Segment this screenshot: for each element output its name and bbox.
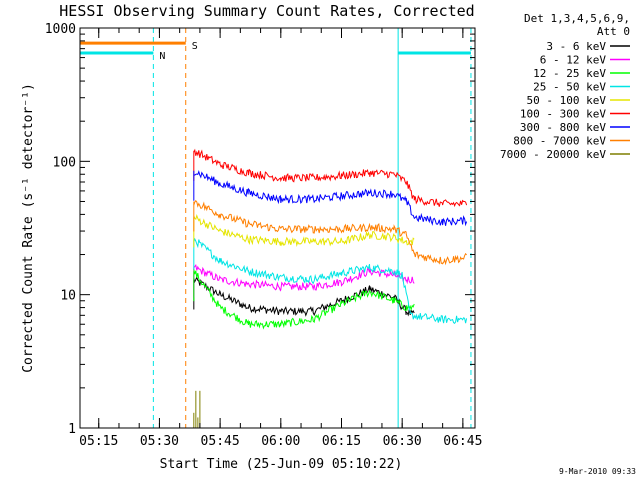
legend-label: 12 - 25 keV — [533, 67, 606, 80]
y-tick-label: 1 — [68, 422, 76, 437]
series-line — [193, 199, 467, 266]
plot-frame — [79, 27, 476, 429]
chart-title: HESSI Observing Summary Count Rates, Cor… — [59, 2, 474, 20]
legend-label: 300 - 800 keV — [520, 121, 606, 134]
x-tick-label: 06:00 — [261, 434, 300, 449]
x-tick-label: 05:30 — [140, 434, 179, 449]
series-line — [193, 275, 415, 317]
series-line — [193, 263, 415, 292]
legend-header-line-2: Att 0 — [597, 25, 630, 38]
series-line — [193, 169, 468, 227]
flag-S-label: S — [192, 41, 198, 52]
x-axis-label: Start Time (25-Jun-09 05:10:22) — [160, 457, 403, 472]
series-7000-20000-kev — [193, 390, 201, 428]
legend-label: 25 - 50 keV — [533, 81, 606, 94]
legend-label: 50 - 100 keV — [527, 94, 607, 107]
series-line — [193, 269, 415, 330]
timestamp: 9-Mar-2010 09:33 — [559, 467, 636, 476]
x-tick-label: 05:45 — [201, 434, 240, 449]
x-tick-label: 05:15 — [79, 434, 118, 449]
series-line — [193, 148, 468, 208]
legend-label: 800 - 7000 keV — [513, 135, 606, 148]
series-12-25-kev — [193, 269, 415, 330]
x-tick-label: 06:15 — [322, 434, 361, 449]
series-line — [193, 213, 415, 247]
flag-N-label: N — [159, 51, 165, 62]
legend-label: 6 - 12 keV — [540, 54, 607, 67]
legend-label: 3 - 6 keV — [546, 40, 606, 53]
y-tick-label: 10 — [60, 289, 76, 304]
series-300-800-kev — [193, 169, 468, 227]
legend-header-line-1: Det 1,3,4,5,6,9, — [524, 12, 630, 25]
legend-label: 100 - 300 keV — [520, 108, 606, 121]
y-tick-label: 100 — [53, 155, 76, 170]
x-tick-label: 06:45 — [443, 434, 482, 449]
series-800-7000-kev — [193, 199, 467, 266]
x-tick-label: 06:30 — [383, 434, 422, 449]
y-tick-label: 1000 — [45, 22, 76, 37]
series-line — [193, 237, 468, 324]
legend-label: 7000 - 20000 keV — [500, 148, 606, 161]
y-axis-label: Corrected Count Rate (s⁻¹ detector⁻¹) — [21, 83, 36, 373]
series-25-50-kev — [193, 237, 468, 324]
